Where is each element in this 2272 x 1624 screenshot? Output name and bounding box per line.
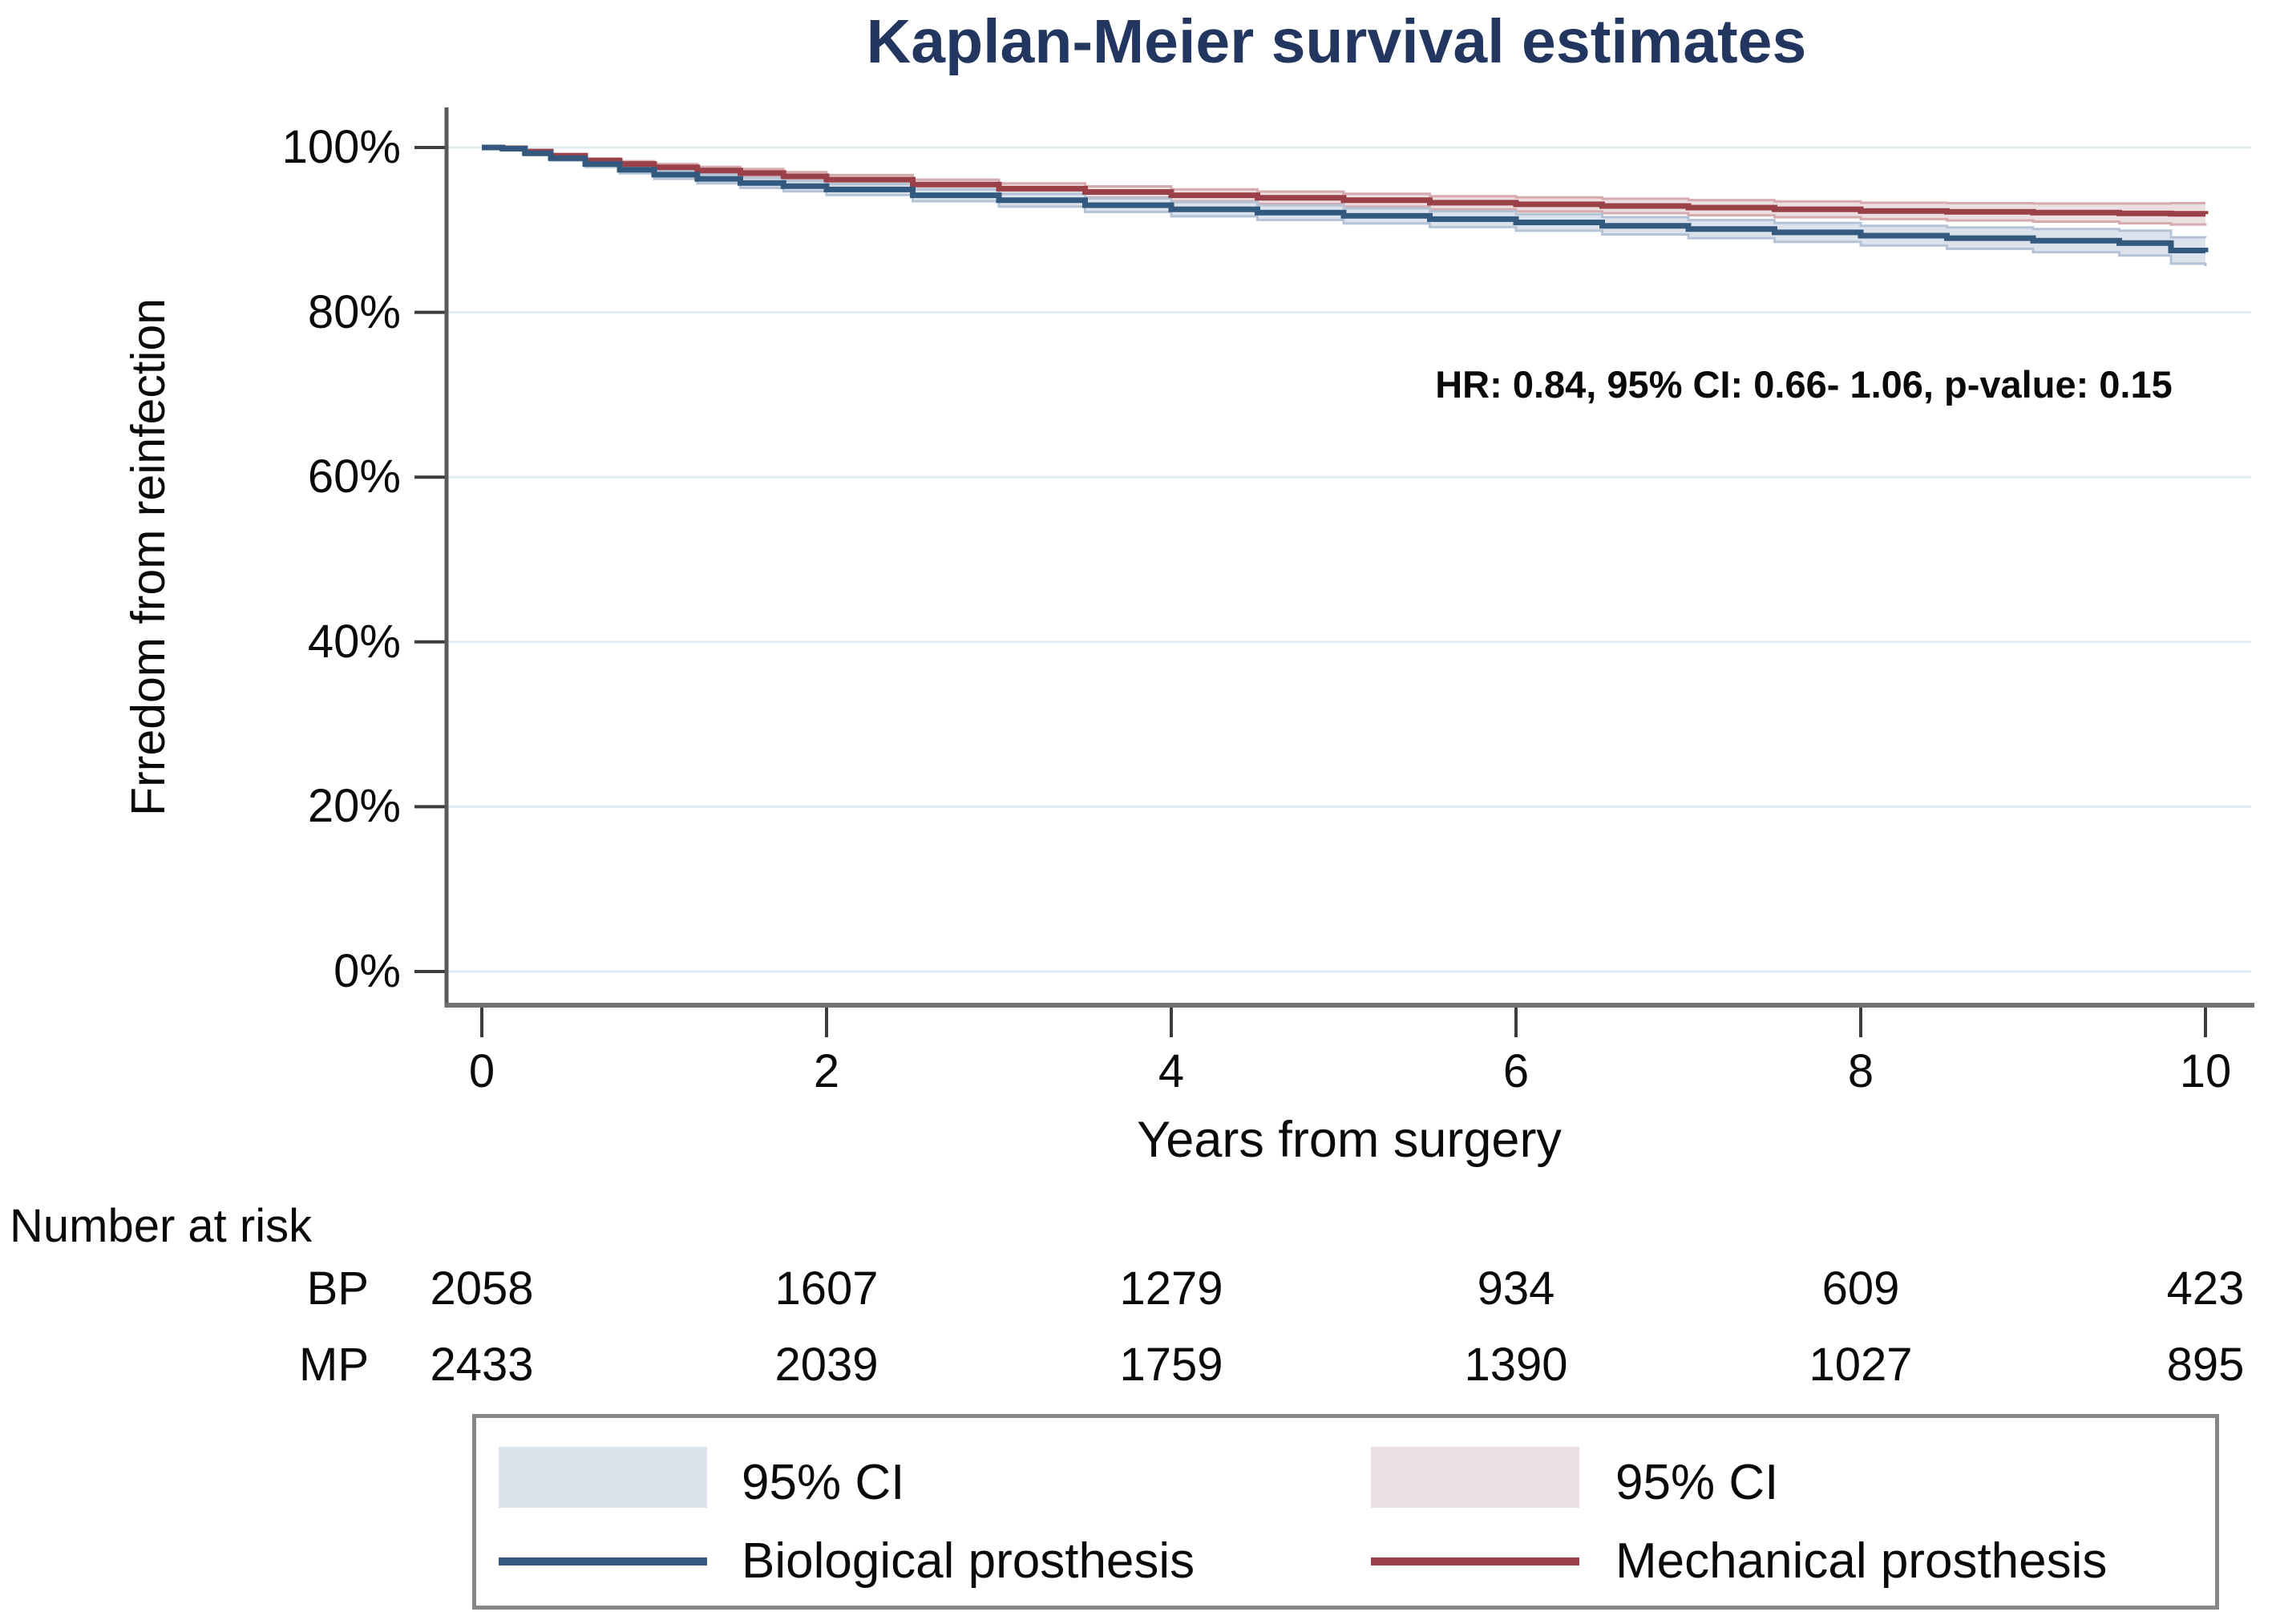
risk-value: 1027 [1809,1339,1913,1391]
risk-value: 1279 [1119,1262,1223,1315]
y-tick-label-60: 60% [307,450,401,503]
legend-ci-swatch-mechanical [1371,1447,1579,1508]
risk-value: 2433 [430,1339,534,1391]
x-tick-label-6: 6 [1502,1045,1530,1097]
x-tick-label-0: 0 [468,1045,495,1097]
chart-title: Kaplan-Meier survival estimates [866,7,1807,76]
x-tick-label-2: 2 [813,1045,840,1097]
risk-row-label-mp: MP [299,1339,369,1391]
risk-value: 1759 [1119,1339,1223,1391]
risk-value: 895 [2166,1339,2245,1391]
legend-label-ci-mechanical: 95% CI [1615,1455,1779,1510]
risk-value: 609 [1821,1262,1900,1315]
risk-value: 2039 [774,1339,879,1391]
risk-row-bp: BP 2058 1607 1279 934 609 423 [0,1257,2272,1321]
risk-value: 1607 [774,1262,879,1315]
risk-row-label-bp: BP [306,1262,369,1315]
legend-ci-swatch-biological [499,1447,707,1508]
y-tick-label-0: 0% [334,945,401,997]
legend: 95% CI 95% CI Biological prosthesis Mech… [472,1414,2219,1610]
y-axis-label: Frredom from reinfection [122,298,175,816]
legend-label-biological: Biological prosthesis [742,1533,1195,1589]
x-axis-label: Years from surgery [1137,1112,1562,1168]
risk-value: 1390 [1464,1339,1568,1391]
risk-row-mp: MP 2433 2039 1759 1390 1027 895 [0,1333,2272,1397]
risk-value: 2058 [430,1262,534,1315]
y-tick-label-20: 20% [307,780,401,832]
y-tick-label-40: 40% [307,616,401,668]
y-tick-label-80: 80% [307,286,401,338]
risk-value: 934 [1477,1262,1555,1315]
y-tick-label-100: 100% [281,121,401,173]
x-tick-label-10: 10 [2179,1045,2232,1097]
legend-label-mechanical: Mechanical prosthesis [1615,1533,2108,1589]
legend-line-swatch-mechanical [1371,1557,1579,1565]
risk-value: 423 [2166,1262,2245,1315]
legend-label-ci-biological: 95% CI [742,1455,905,1510]
hazard-ratio-annotation: HR: 0.84, 95% CI: 0.66- 1.06, p-value: 0… [1435,363,2173,406]
x-tick-label-4: 4 [1158,1045,1185,1097]
risk-table-title: Number at risk [10,1200,313,1252]
x-tick-label-8: 8 [1847,1045,1874,1097]
legend-line-swatch-biological [499,1557,707,1565]
